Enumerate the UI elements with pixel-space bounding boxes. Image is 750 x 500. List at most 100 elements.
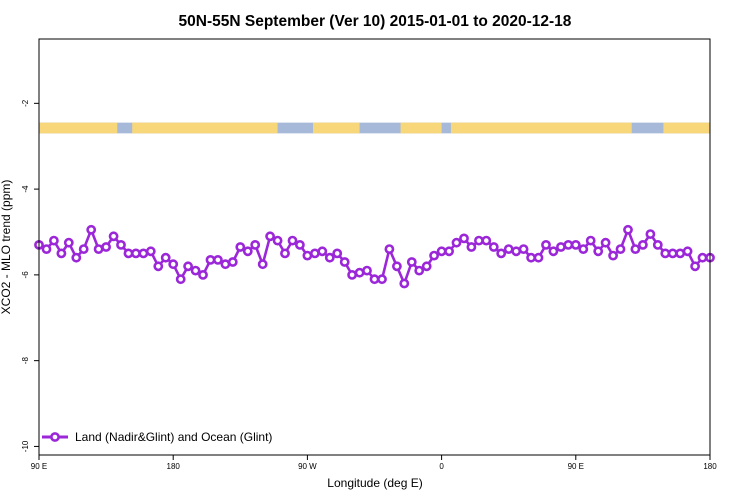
- data-point: [227, 257, 238, 267]
- x-tick-label: 90 E: [31, 462, 47, 471]
- land-segment: [132, 122, 278, 134]
- data-point: [481, 235, 492, 246]
- data-point: [645, 229, 656, 239]
- data-point: [391, 261, 402, 272]
- data-point: [488, 242, 499, 252]
- data-point: [421, 261, 432, 272]
- x-tick-label: 0: [439, 462, 444, 471]
- legend-entry-label: Land (Nadir&Glint) and Ocean (Glint): [75, 430, 272, 444]
- data-point: [257, 259, 268, 270]
- data-point: [41, 244, 52, 254]
- data-point: [212, 254, 223, 265]
- ocean-strip: [39, 122, 710, 134]
- data-point: [697, 252, 708, 263]
- data-point: [294, 239, 305, 250]
- data-point: [235, 242, 246, 252]
- data-point: [86, 224, 97, 235]
- data-point: [332, 248, 343, 259]
- y-tick-label: -2: [21, 99, 30, 107]
- data-point: [451, 237, 462, 248]
- land-segment: [400, 122, 442, 134]
- data-point: [145, 246, 156, 257]
- land-segment: [450, 122, 632, 134]
- y-axis-label: XCO2 - MLO trend (ppm): [0, 180, 13, 315]
- data-point: [608, 250, 618, 261]
- legend-marker-swatch: [50, 432, 60, 442]
- x-tick-label: 180: [167, 462, 181, 471]
- x-tick-label: 90 W: [298, 462, 317, 471]
- data-point: [399, 278, 410, 289]
- data-point: [369, 274, 380, 285]
- y-tick-label: -10: [21, 440, 30, 452]
- data-point: [377, 274, 387, 285]
- data-point: [570, 239, 581, 250]
- data-point: [585, 235, 596, 246]
- data-point: [71, 252, 82, 263]
- data-point: [466, 242, 477, 252]
- data-point: [49, 235, 59, 246]
- data-point: [183, 261, 193, 272]
- y-axis: -2 -4 -6 -8 -10: [21, 99, 39, 452]
- data-point: [160, 252, 171, 263]
- data-point: [198, 269, 208, 280]
- data-point: [153, 261, 164, 272]
- data-point: [541, 239, 551, 250]
- data-point: [347, 269, 357, 280]
- data-point: [548, 246, 559, 257]
- x-axis: 90 E 180 90 W 0 90 E 180: [31, 455, 717, 471]
- y-tick-label: -4: [21, 185, 30, 193]
- data-point: [168, 259, 179, 270]
- data-point: [638, 239, 648, 250]
- data-point: [265, 231, 275, 242]
- data-point: [667, 248, 678, 259]
- x-tick-label: 90 E: [568, 462, 584, 471]
- data-point: [362, 265, 372, 276]
- data-point: [56, 248, 67, 259]
- data-point: [459, 233, 469, 244]
- land-segment: [312, 122, 360, 134]
- data-point: [429, 250, 439, 261]
- data-point: [272, 235, 283, 246]
- data-point: [108, 231, 119, 242]
- legend: Land (Nadir&Glint) and Ocean (Glint): [42, 430, 272, 444]
- data-point: [116, 239, 126, 250]
- data-point: [563, 239, 574, 250]
- data-point: [406, 257, 417, 267]
- land-ocean-band: [39, 122, 710, 134]
- data-point: [324, 252, 335, 263]
- data-point: [623, 224, 633, 235]
- data-point: [436, 246, 447, 257]
- data-point: [615, 244, 626, 254]
- series-group: [34, 224, 715, 289]
- data-point: [503, 244, 514, 254]
- data-point: [93, 244, 104, 254]
- data-point: [287, 235, 298, 246]
- data-point: [518, 244, 529, 254]
- land-segment: [39, 122, 118, 134]
- data-point: [280, 248, 290, 259]
- data-point: [302, 250, 313, 261]
- data-point: [682, 246, 693, 257]
- plot-frame: [38, 38, 711, 456]
- data-point: [414, 265, 425, 276]
- data-point: [652, 239, 663, 250]
- data-point: [384, 244, 395, 254]
- data-point: [533, 252, 544, 263]
- data-point: [317, 246, 328, 257]
- data-point: [63, 237, 74, 248]
- data-point: [444, 246, 454, 257]
- x-tick-label: 180: [703, 462, 717, 471]
- data-point: [78, 244, 89, 254]
- chart-title: 50N-55N September (Ver 10) 2015-01-01 to…: [179, 13, 572, 30]
- data-point: [242, 246, 253, 257]
- data-point: [600, 237, 611, 248]
- land-segment: [663, 122, 710, 134]
- data-point: [175, 274, 186, 285]
- y-tick-label: -8: [21, 357, 30, 365]
- data-point: [690, 261, 700, 272]
- data-point: [578, 244, 589, 254]
- data-point: [130, 248, 141, 259]
- data-point: [339, 257, 350, 267]
- data-point: [496, 248, 507, 259]
